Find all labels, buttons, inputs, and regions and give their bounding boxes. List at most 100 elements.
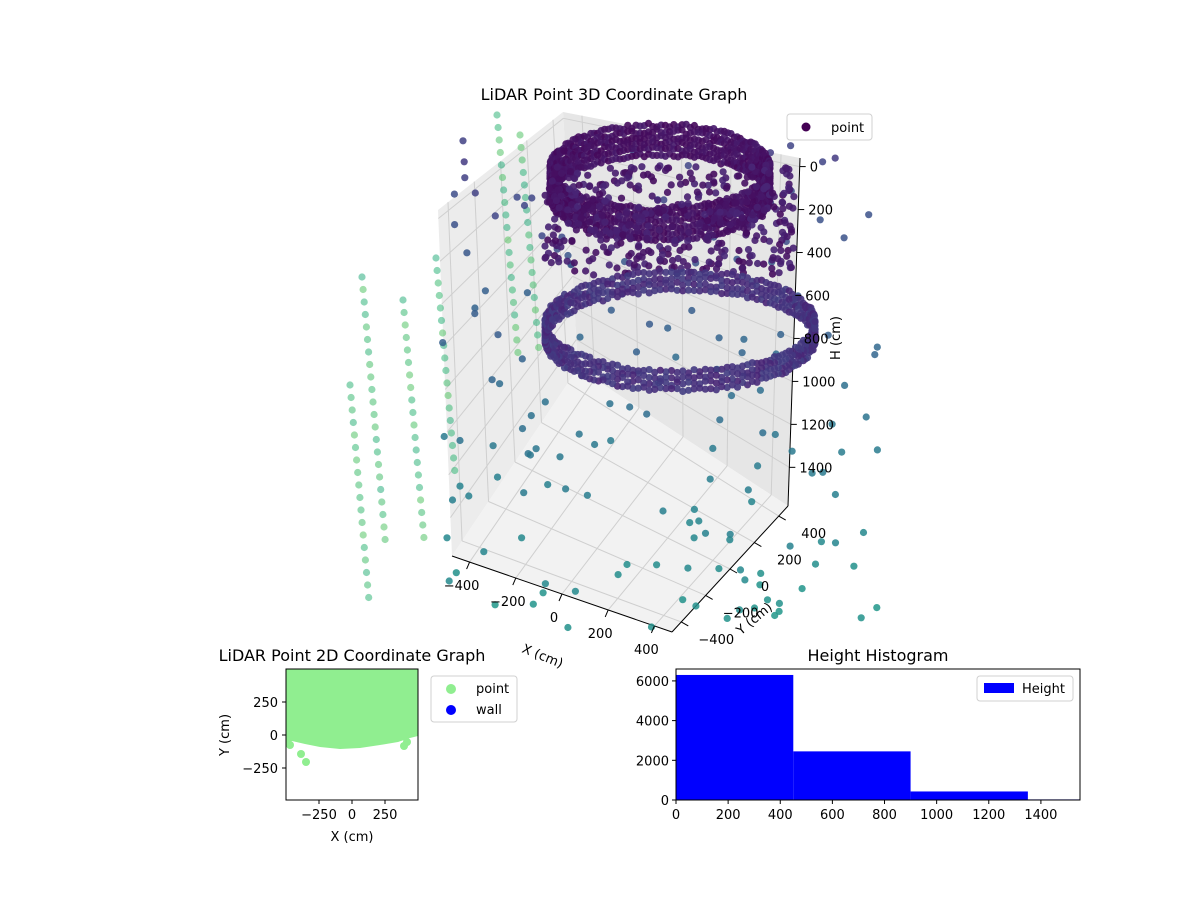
x-axis-label-3d: X (cm)	[520, 642, 565, 672]
scatter-3d-point	[414, 471, 422, 479]
scatter-3d-point	[753, 203, 761, 211]
histogram-bar	[676, 674, 794, 800]
scatter-3d-point	[712, 379, 720, 387]
scatter-3d-point	[684, 212, 692, 220]
scatter-3d-point	[488, 376, 496, 384]
scatter-3d-point	[349, 418, 357, 427]
scatter-3d-point	[634, 243, 643, 251]
scatter-3d-point	[787, 228, 796, 236]
scatter-3d-point	[656, 384, 664, 392]
scatter-3d-point	[552, 197, 561, 205]
scatter-3d-point	[723, 614, 731, 623]
scatter-3d-point	[371, 423, 379, 431]
histogram-y-tick-label: 0	[661, 794, 669, 809]
scatter-3d-point	[753, 232, 761, 240]
scatter-3d-point	[607, 244, 615, 252]
scatter-3d-point	[448, 441, 457, 450]
y-tick-mark-3d	[778, 515, 786, 521]
scatter-3d-point	[644, 222, 652, 230]
scatter-3d-point	[530, 293, 538, 302]
scatter-3d-point	[585, 257, 593, 265]
y-tick-label-3d: 200	[777, 554, 802, 569]
scatter-3d-point	[574, 202, 582, 211]
scatter-3d-point	[524, 218, 532, 227]
scatter-3d-point	[651, 380, 659, 388]
scatter-3d-point	[718, 290, 726, 298]
plot-frame-histogram	[675, 668, 1081, 801]
scatter-3d-point	[447, 429, 455, 437]
y-tick-mark-3d	[681, 621, 689, 627]
scatter-3d-point	[662, 378, 670, 387]
scatter-3d-point	[463, 249, 471, 257]
scatter-3d-point	[684, 386, 693, 394]
scatter-3d-point	[399, 296, 407, 304]
grid-line-3d	[567, 382, 779, 517]
scatter-3d-point	[667, 285, 676, 293]
scatter-3d-point	[607, 306, 615, 314]
scatter-3d-point	[653, 561, 661, 569]
x-tick-label-3d: 200	[588, 627, 613, 642]
scatter-3d-point	[356, 493, 364, 502]
scatter-3d-point	[862, 413, 870, 421]
scatter-3d-point	[503, 223, 511, 232]
scatter-3d-point	[498, 173, 507, 182]
scatter-3d-point	[623, 560, 631, 569]
scatter-2d-cloud	[286, 669, 418, 749]
scatter-3d-point	[651, 368, 659, 376]
scatter-3d-point	[811, 318, 819, 326]
scatter-3d-point	[754, 259, 762, 268]
scatter-3d-point	[632, 223, 641, 232]
scatter-3d-point	[491, 212, 499, 220]
scatter-3d-point	[779, 199, 787, 207]
scatter-3d-point	[750, 604, 759, 612]
scatter-3d-point	[513, 336, 521, 344]
scatter-3d-point	[704, 199, 713, 207]
scatter-3d-point	[738, 214, 746, 222]
scatter-3d-point	[873, 446, 882, 454]
scatter-3d-point	[757, 224, 765, 232]
scatter-3d-point	[722, 201, 730, 209]
scatter-3d-point	[662, 373, 670, 381]
scatter-3d-point	[651, 275, 659, 283]
scatter-3d-point	[645, 374, 653, 382]
scatter-3d-point	[353, 456, 361, 464]
scatter-3d-point	[582, 267, 590, 275]
scatter-3d-point	[452, 569, 460, 577]
y-tick-label-2d: −250	[242, 762, 278, 777]
scatter-3d-point	[629, 371, 637, 379]
scatter-3d-point	[743, 173, 751, 181]
scatter-3d-point	[841, 381, 849, 389]
scatter-3d-point	[684, 378, 693, 386]
scatter-3d-point	[710, 179, 718, 187]
y-tick-mark-3d	[729, 568, 738, 574]
y-tick-label-3d: 400	[801, 527, 826, 542]
scatter-3d-point	[679, 281, 687, 289]
ticks-3d: −400−2000200400−400−20002004000200400600…	[444, 161, 836, 658]
z-tick-label-3d: 1400	[799, 461, 832, 476]
scatter-3d-point	[432, 254, 440, 262]
scatter-3d-point	[360, 298, 368, 306]
scatter-3d-point	[684, 274, 693, 282]
grid-line-3d	[541, 422, 755, 543]
scatter-3d-point	[716, 219, 724, 227]
y-tick-label-3d: −400	[698, 633, 734, 648]
scatter-3d-point	[752, 183, 761, 191]
scatter-3d-point	[696, 281, 704, 289]
scatter-3d-point	[662, 268, 670, 276]
scatter-3d-point	[545, 185, 554, 193]
scatter-3d-point	[500, 186, 508, 194]
scatter-3d-point	[735, 257, 743, 265]
histogram-title: Height Histogram	[808, 646, 949, 665]
scatter-3d-point	[679, 268, 687, 276]
scatter-3d-point	[769, 189, 777, 197]
scatter-3d-point	[667, 268, 676, 276]
scatter-3d-point	[673, 368, 681, 377]
scatter-3d-point	[622, 210, 630, 218]
scatter-3d-point	[701, 223, 709, 231]
scatter-3d-point	[690, 274, 698, 282]
scatter-3d-point	[634, 384, 642, 392]
scatter-3d-point	[564, 251, 572, 260]
scatter-3d-point	[744, 188, 752, 196]
scatter-3d-point	[696, 287, 704, 295]
scatter-3d-point	[748, 221, 756, 229]
